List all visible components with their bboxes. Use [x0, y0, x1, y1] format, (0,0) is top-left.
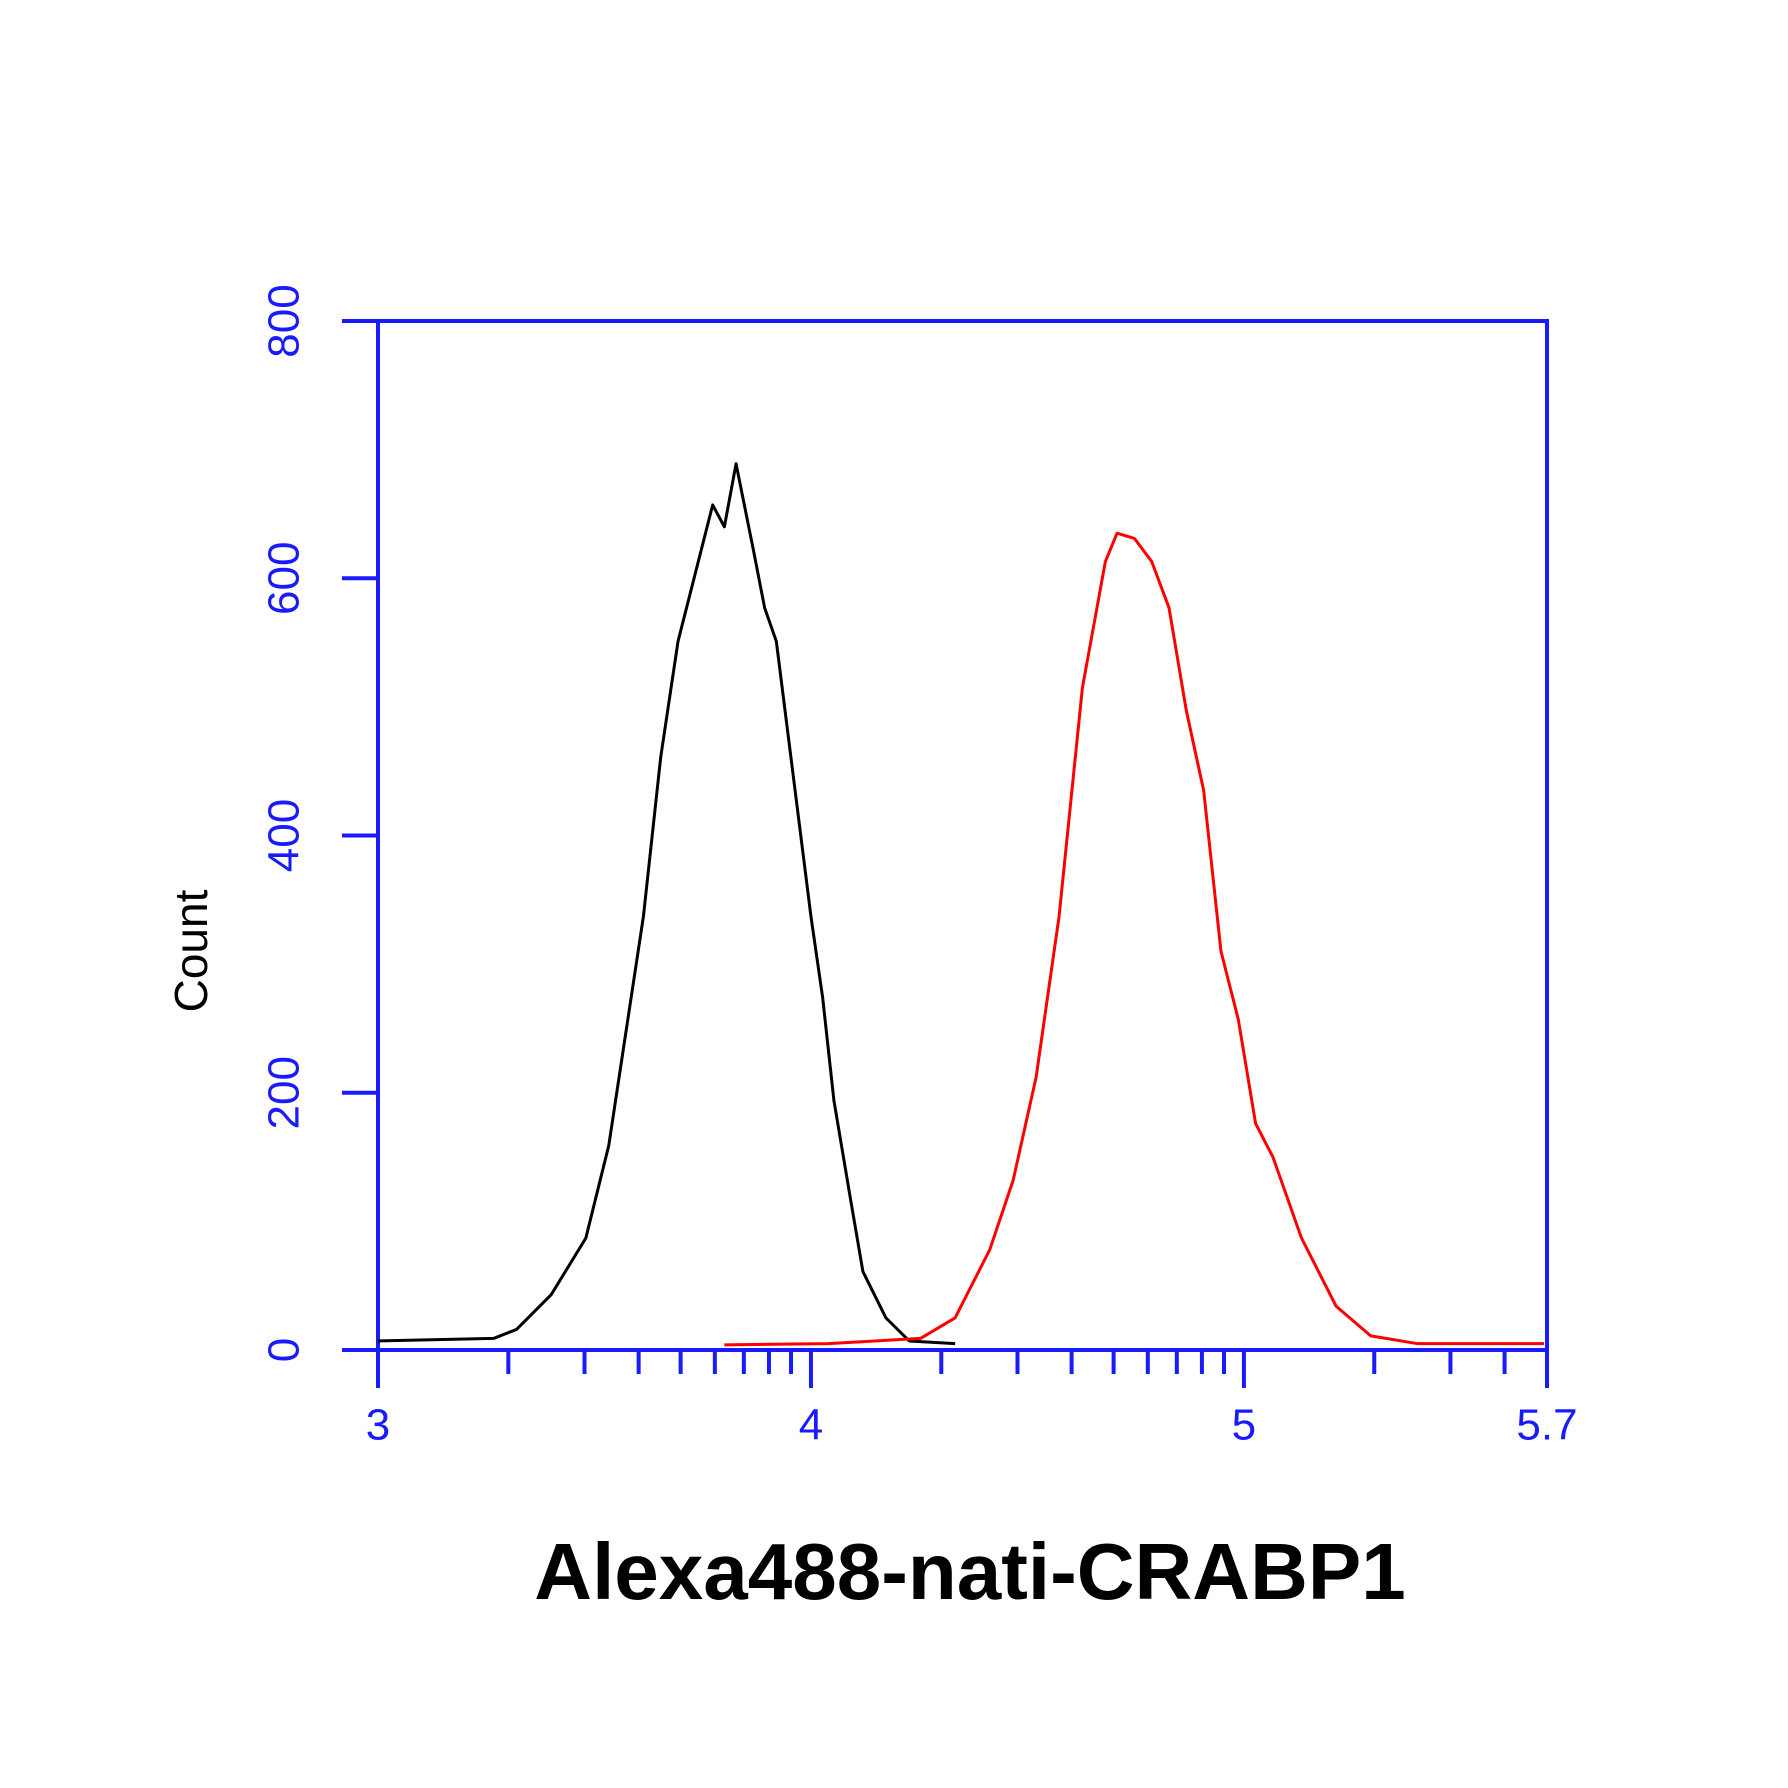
y-tick-label: 400 — [260, 799, 309, 872]
histogram-line — [377, 462, 956, 1346]
y-axis-label: Count — [165, 889, 217, 1012]
x-axis-label: Alexa488-nati-CRABP1 — [534, 1527, 1405, 1616]
y-tick-label: 600 — [260, 542, 309, 615]
x-tick-label: 4 — [799, 1401, 823, 1450]
x-tick-label: 3 — [366, 1401, 390, 1450]
plot-frame — [376, 319, 1549, 1352]
histogram-line — [724, 531, 1544, 1347]
y-tick-label: 200 — [260, 1056, 309, 1129]
y-tick-label: 800 — [260, 284, 309, 357]
x-tick-label: 5.7 — [1516, 1401, 1577, 1450]
y-tick-label: 0 — [260, 1338, 309, 1362]
x-tick-label: 5 — [1232, 1401, 1256, 1450]
